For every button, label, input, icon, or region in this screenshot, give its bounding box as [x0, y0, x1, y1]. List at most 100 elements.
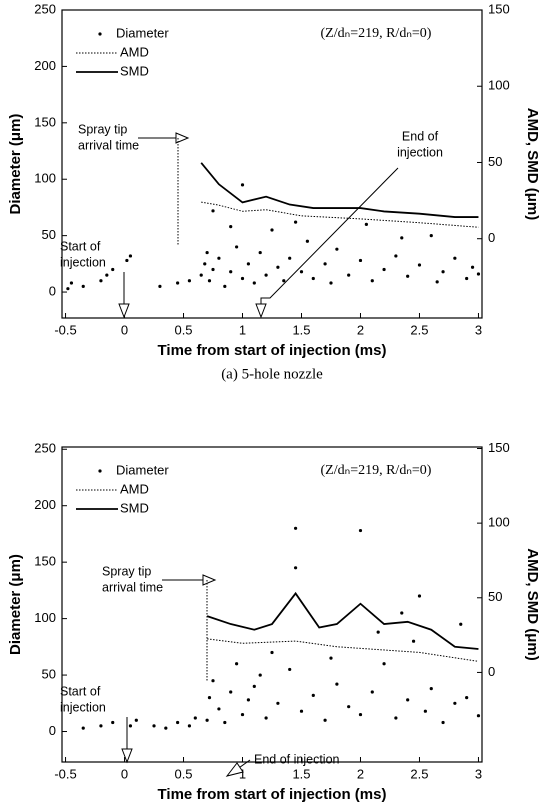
- data-point: [476, 272, 481, 276]
- data-point: [207, 279, 212, 283]
- x-tick-label: -0.5: [54, 322, 76, 337]
- data-point: [459, 622, 463, 626]
- data-point: [429, 687, 433, 691]
- data-point: [453, 701, 457, 705]
- data-point: [453, 256, 457, 260]
- x-tick-label: 2.5: [410, 766, 428, 781]
- data-point: [400, 236, 404, 240]
- data-point: [223, 284, 227, 289]
- x-tick-label: 0: [121, 766, 128, 781]
- y-tick-label: 0: [49, 723, 56, 738]
- annotation: injection: [60, 255, 106, 269]
- data-point: [223, 720, 227, 725]
- data-point: [211, 209, 215, 213]
- annotation: End of injection: [254, 752, 340, 766]
- data-point: [382, 662, 386, 666]
- data-point: [99, 724, 103, 728]
- data-point: [476, 714, 481, 718]
- x-axis-label: Time from start of injection (ms): [158, 786, 387, 803]
- legend-label: Diameter: [116, 462, 169, 477]
- y2-tick-label: 100: [488, 78, 510, 93]
- data-point: [111, 267, 115, 272]
- y-axis-label: Diameter (μm): [7, 554, 24, 655]
- data-point: [311, 693, 315, 697]
- y2-axis-label: AMD, SMD (μm): [524, 108, 541, 221]
- annotation: injection: [397, 145, 443, 159]
- y-tick-label: 200: [34, 58, 56, 73]
- data-point: [465, 696, 469, 700]
- series-line: [200, 162, 479, 218]
- data-point: [217, 707, 221, 711]
- data-point: [176, 281, 180, 285]
- data-point: [187, 724, 192, 728]
- data-point: [329, 656, 333, 660]
- data-point: [99, 279, 103, 283]
- arrow-head: [202, 574, 217, 586]
- data-point: [203, 262, 207, 266]
- data-point: [358, 712, 363, 717]
- caption: (a) 5-hole nozzle: [221, 366, 323, 382]
- data-point: [465, 276, 469, 281]
- data-point: [323, 718, 327, 722]
- data-point: [376, 630, 380, 634]
- annotation-arrow: [260, 167, 399, 304]
- legend-label: SMD: [120, 63, 149, 78]
- data-point: [187, 279, 192, 283]
- y-tick-label: 100: [34, 610, 56, 625]
- data-point: [400, 611, 404, 615]
- y-tick-label: 100: [34, 171, 56, 186]
- data-point: [240, 183, 245, 187]
- data-point: [406, 274, 410, 278]
- data-point: [246, 262, 251, 266]
- arrow-head: [175, 132, 190, 144]
- data-point: [128, 254, 133, 258]
- y2-tick-label: 0: [488, 664, 495, 679]
- data-point: [299, 270, 304, 274]
- data-point: [329, 281, 333, 285]
- data-point: [276, 265, 280, 269]
- data-point: [394, 254, 398, 258]
- x-axis-label: Time from start of injection (ms): [158, 342, 387, 359]
- data-point: [252, 684, 256, 688]
- annotation: arrival time: [102, 580, 163, 594]
- data-point: [358, 528, 363, 533]
- data-point: [264, 273, 268, 277]
- data-point: [382, 267, 386, 272]
- data-point: [358, 258, 363, 263]
- data-point: [429, 234, 433, 238]
- data-point: [370, 279, 374, 283]
- plot-frame: [61, 9, 483, 319]
- data-point: [423, 709, 427, 713]
- arrow-head: [121, 748, 133, 764]
- legend-label: AMD: [120, 481, 149, 496]
- data-point: [276, 701, 280, 705]
- data-point: [335, 682, 339, 686]
- data-point: [293, 566, 298, 570]
- data-point: [125, 258, 129, 263]
- data-point: [335, 247, 339, 251]
- data-point: [311, 276, 315, 281]
- data-point: [417, 594, 422, 598]
- y-axis-label: Diameter (μm): [7, 114, 24, 215]
- data-point: [394, 716, 398, 720]
- y2-tick-label: 50: [488, 589, 502, 604]
- data-point: [205, 718, 209, 722]
- y2-tick-label: 150: [488, 440, 510, 455]
- legend-label: SMD: [120, 500, 149, 515]
- y-tick-label: 150: [34, 554, 56, 569]
- x-tick-label: 1: [239, 766, 246, 781]
- data-point: [66, 287, 70, 291]
- x-tick-label: 2: [357, 322, 364, 337]
- data-point: [347, 273, 351, 277]
- data-point: [441, 720, 445, 725]
- data-point: [229, 690, 233, 694]
- x-tick-label: 3: [475, 322, 482, 337]
- x-tick-label: 2: [357, 766, 364, 781]
- data-point: [240, 276, 245, 281]
- annotation: Spray tip: [102, 564, 151, 578]
- data-point: [417, 263, 422, 267]
- data-point: [411, 639, 416, 643]
- data-point: [164, 726, 168, 730]
- data-point: [105, 273, 109, 277]
